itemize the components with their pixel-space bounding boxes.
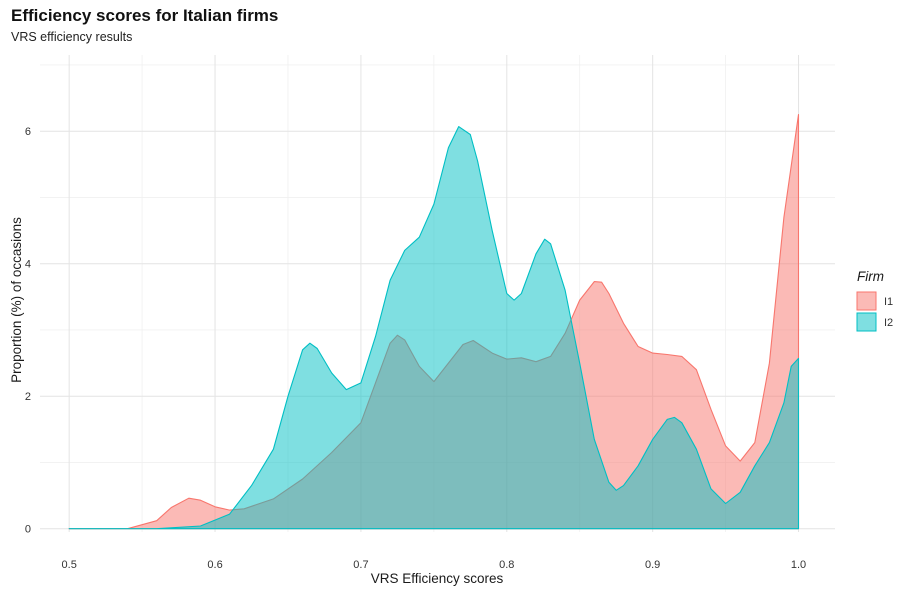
x-tick-label: 1.0 xyxy=(791,559,806,571)
y-tick-label: 2 xyxy=(25,391,31,403)
y-tick-label: 0 xyxy=(25,524,31,536)
x-tick-label: 0.8 xyxy=(499,559,514,571)
x-axis-ticks: 0.5 0.6 0.7 0.8 0.9 1.0 xyxy=(62,559,807,571)
legend-key-i1 xyxy=(856,291,877,311)
density-areas xyxy=(68,114,800,530)
legend: Firm I1 I2 xyxy=(856,269,893,332)
chart-subtitle: VRS efficiency results xyxy=(11,30,133,44)
x-tick-label: 0.9 xyxy=(645,559,660,571)
density-area-i2 xyxy=(68,126,800,530)
y-axis-title: Proportion (%) of occasions xyxy=(9,217,24,383)
x-tick-label: 0.5 xyxy=(62,559,77,571)
chart-title: Efficiency scores for Italian firms xyxy=(11,6,279,25)
x-tick-label: 0.7 xyxy=(353,559,368,571)
y-tick-label: 4 xyxy=(25,259,31,271)
x-tick-label: 0.6 xyxy=(207,559,222,571)
legend-key-i2 xyxy=(856,312,877,332)
y-tick-label: 6 xyxy=(25,126,31,138)
y-axis-ticks: 0 2 4 6 xyxy=(25,126,31,536)
legend-label-i1: I1 xyxy=(884,296,893,308)
legend-title: Firm xyxy=(857,269,884,284)
legend-label-i2: I2 xyxy=(884,317,893,329)
x-axis-title: VRS Efficiency scores xyxy=(371,571,504,586)
